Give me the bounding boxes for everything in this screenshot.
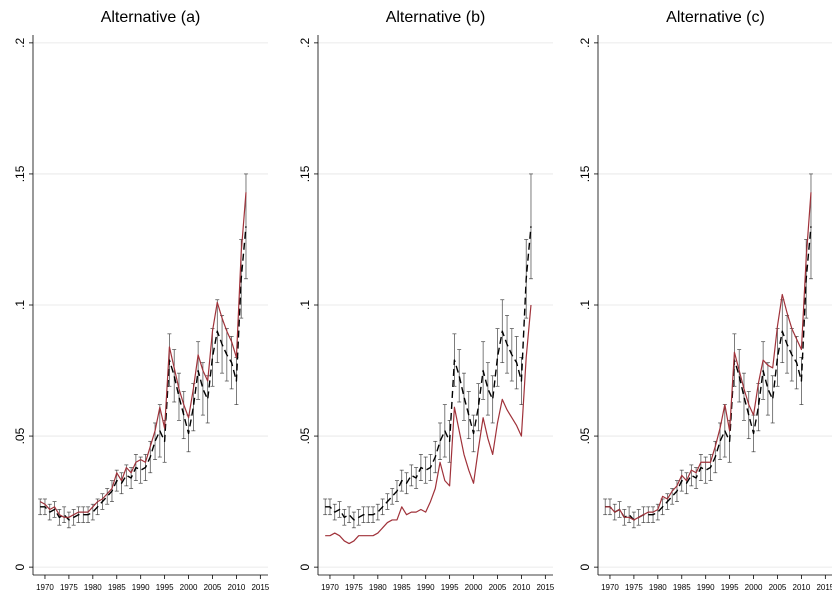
x-tick-label: 1980: [84, 583, 102, 592]
error-bar: [172, 349, 177, 403]
x-tick-label: 2010: [793, 583, 811, 592]
y-tick-label: .1: [13, 300, 27, 310]
y-tick-label: .15: [298, 165, 312, 182]
x-tick-label: 2005: [489, 583, 507, 592]
x-tick-label: 1975: [625, 583, 643, 592]
x-tick-label: 1995: [721, 583, 739, 592]
error-bar: [323, 498, 328, 516]
series-line: [325, 304, 532, 545]
error-bar: [138, 456, 143, 484]
error-bar: [105, 488, 110, 505]
x-tick-label: 2000: [745, 583, 763, 592]
y-tick-label: .05: [298, 427, 312, 444]
series-line: [325, 226, 532, 521]
x-tick-label: 1995: [156, 583, 174, 592]
panel: Alternative (b) 0 .05 .1 .15 .2 1970 1975 1980 19…: [298, 9, 555, 592]
error-bar: [81, 506, 86, 523]
error-bar: [808, 173, 813, 280]
x-tick-label: 1985: [393, 583, 411, 592]
error-bar: [627, 506, 632, 523]
error-bar: [461, 372, 466, 421]
error-bar: [476, 383, 481, 432]
series-line: [40, 226, 247, 521]
x-tick-label: 1985: [108, 583, 126, 592]
x-tick-label: 1970: [321, 583, 339, 592]
x-tick-label: 1980: [369, 583, 387, 592]
error-bar: [495, 328, 500, 387]
error-bar: [347, 506, 352, 523]
panel-title: Alternative (a): [101, 9, 201, 26]
series-line: [605, 226, 812, 521]
x-tick-label: 1995: [441, 583, 459, 592]
x-tick-label: 1990: [697, 583, 715, 592]
y-tick-label: .15: [578, 165, 592, 182]
y-tick-label: .2: [13, 38, 27, 48]
x-tick-label: 1990: [132, 583, 150, 592]
x-tick-label: 1990: [417, 583, 435, 592]
error-bar: [485, 362, 490, 416]
x-tick-label: 1975: [60, 583, 78, 592]
error-bar: [409, 464, 414, 487]
x-tick-label: 2000: [180, 583, 198, 592]
y-tick-label: .05: [578, 427, 592, 444]
error-bar: [765, 362, 770, 416]
error-bar: [689, 464, 694, 487]
error-bar: [243, 173, 248, 280]
error-bar: [457, 349, 462, 403]
error-bar: [375, 503, 380, 521]
error-bar: [737, 349, 742, 403]
y-tick-label: .05: [13, 427, 27, 444]
panel: Alternative (a) 0 .05 .1 .15 .2 1970 1975 1980 19…: [13, 9, 270, 592]
error-bar: [741, 372, 746, 421]
y-tick-label: 0: [578, 563, 592, 570]
error-bar: [390, 488, 395, 505]
x-tick-label: 1970: [601, 583, 619, 592]
series-line: [605, 192, 812, 521]
error-bar: [646, 506, 651, 523]
error-bar: [438, 422, 443, 461]
y-tick-label: .2: [298, 38, 312, 48]
error-bar: [176, 372, 181, 421]
x-tick-label: 2015: [816, 583, 832, 592]
error-bar: [770, 375, 775, 424]
error-bar: [528, 173, 533, 280]
panel-title: Alternative (b): [386, 9, 486, 26]
x-tick-label: 1970: [36, 583, 54, 592]
error-bar: [62, 506, 67, 523]
x-tick-label: 2010: [513, 583, 531, 592]
series-line: [39, 192, 247, 518]
y-tick-label: .1: [298, 300, 312, 310]
y-tick-label: 0: [298, 563, 312, 570]
x-tick-label: 1975: [345, 583, 363, 592]
error-bar: [603, 498, 608, 516]
panel-title: Alternative (c): [666, 9, 765, 26]
error-bar: [366, 506, 371, 523]
error-bar: [423, 456, 428, 484]
x-tick-label: 2000: [465, 583, 483, 592]
y-tick-label: .1: [578, 300, 592, 310]
error-bar: [490, 375, 495, 424]
x-tick-label: 1985: [673, 583, 691, 592]
error-bar: [703, 456, 708, 484]
y-tick-label: .15: [13, 165, 27, 182]
y-tick-label: .2: [578, 38, 592, 48]
y-tick-label: 0: [13, 563, 27, 570]
x-tick-label: 2005: [204, 583, 222, 592]
x-tick-label: 2010: [228, 583, 246, 592]
x-tick-label: 2015: [536, 583, 554, 592]
x-tick-label: 2015: [251, 583, 269, 592]
x-tick-label: 1980: [649, 583, 667, 592]
x-tick-label: 2005: [769, 583, 787, 592]
panel: Alternative (c) 0 .05 .1 .15 .2 1970 1975 1980 19…: [578, 9, 832, 592]
